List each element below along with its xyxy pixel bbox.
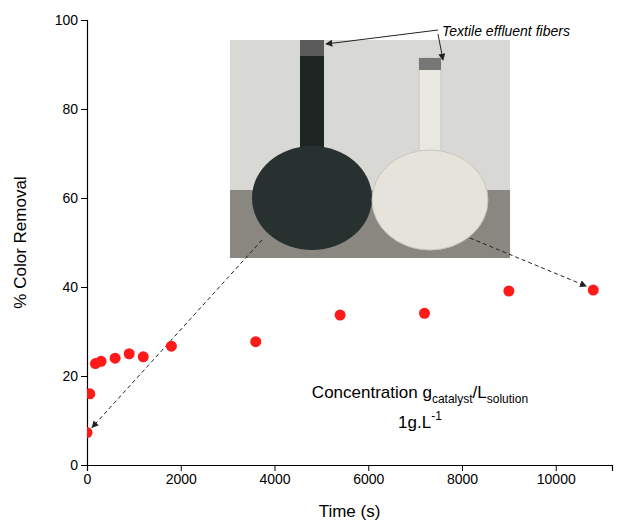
tick-mark [81, 198, 87, 199]
point [87, 427, 93, 438]
tick: 2000 [166, 465, 197, 487]
tick: 100 [55, 12, 87, 28]
tick-label: 40 [62, 279, 78, 295]
tick-mark [81, 465, 87, 466]
tick-mark [81, 376, 87, 377]
x-axis-title: Time (s) [319, 502, 381, 521]
points [87, 285, 599, 438]
arrow [326, 30, 438, 44]
fibers [300, 40, 324, 56]
tick-label: 20 [62, 368, 78, 384]
y-axis: 0 20 40 60 80 100 [55, 12, 88, 473]
axis-line [81, 21, 88, 466]
tick-label: 6000 [353, 471, 384, 487]
arrow [92, 240, 262, 428]
tick-mark [81, 20, 87, 21]
tick: 4000 [259, 465, 290, 487]
fibers [419, 58, 441, 70]
arrow [470, 238, 586, 286]
tick: 80 [62, 101, 87, 117]
annotation: Textile effluent fibers [442, 23, 570, 39]
tick-mark [81, 109, 87, 110]
point [588, 285, 599, 296]
flask-dark [252, 146, 372, 250]
tick: 0 [70, 457, 87, 473]
point [335, 310, 346, 321]
flask-neck [300, 40, 324, 150]
point [110, 353, 121, 364]
point [503, 286, 514, 297]
point [124, 348, 135, 359]
annotation-part: Concentration g [312, 383, 432, 402]
tick: 8000 [447, 465, 478, 487]
point [166, 341, 177, 352]
chart: 0 2000 4000 6000 8000 10000 0 20 40 60 80 100 Time (… [0, 0, 624, 531]
photo-ground [230, 40, 510, 258]
annotation: 1g.L-1 [398, 409, 442, 432]
subscript: solution [487, 392, 528, 406]
tick: 40 [62, 279, 87, 295]
tick-label: 0 [70, 457, 78, 473]
tick-label: 100 [55, 12, 79, 28]
tick-label: 2000 [166, 471, 197, 487]
tick-label: 0 [84, 471, 92, 487]
flask-neck [419, 58, 441, 153]
flask-light [372, 150, 488, 250]
point [419, 308, 430, 319]
x-axis: 0 2000 4000 6000 8000 10000 [84, 465, 613, 487]
tick-label: 80 [62, 101, 78, 117]
point [250, 336, 261, 347]
photo-inset [230, 40, 510, 258]
tick-label: 10000 [537, 471, 576, 487]
annotation: Concentration gcatalyst/Lsolution [312, 383, 528, 406]
point [96, 356, 107, 367]
annotation-part: /L [473, 383, 487, 402]
tick: 10000 [537, 465, 576, 487]
point [138, 351, 149, 362]
tick: 60 [62, 190, 87, 206]
tick: 6000 [353, 465, 384, 487]
tick: 0 [84, 465, 92, 487]
point [87, 388, 95, 399]
subscript: catalyst [432, 392, 473, 406]
superscript: -1 [431, 409, 442, 423]
tick-label: 4000 [259, 471, 290, 487]
y-axis-title: % Color Removal [11, 176, 30, 308]
tick: 20 [62, 368, 87, 384]
tick-label: 60 [62, 190, 78, 206]
annotation-part: 1g.L [398, 413, 431, 432]
tick-mark [81, 287, 87, 288]
tick-label: 8000 [447, 471, 478, 487]
